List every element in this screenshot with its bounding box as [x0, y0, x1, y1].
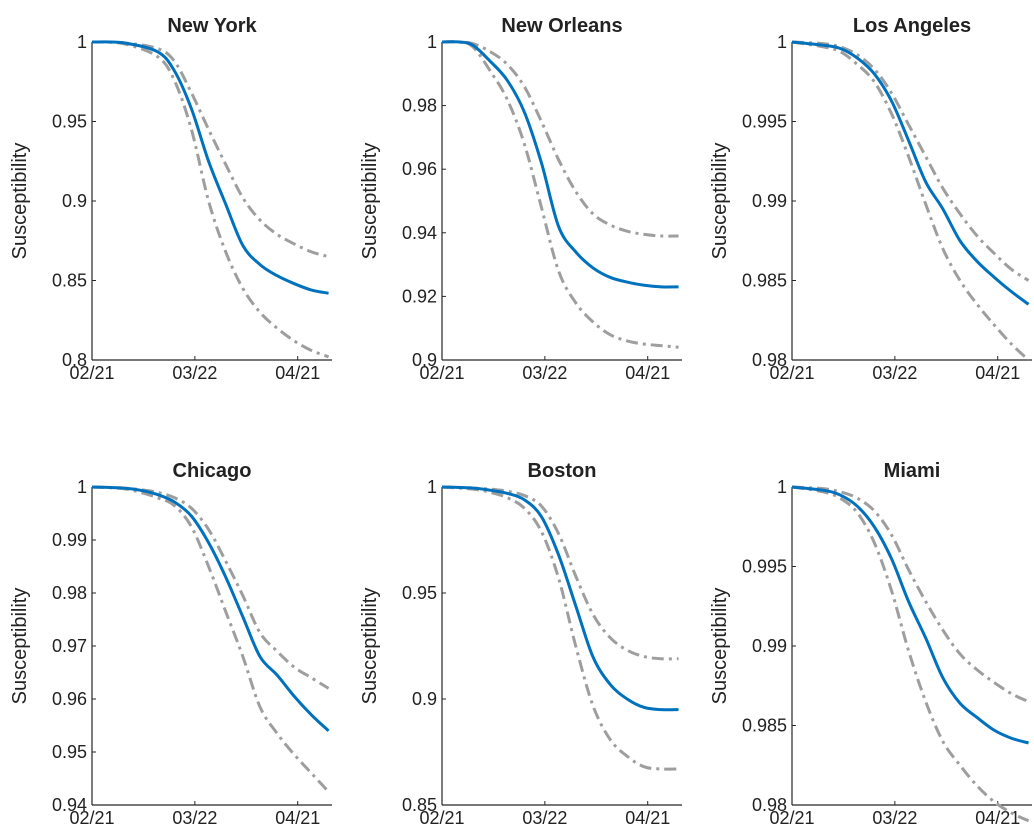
y-tick-label: 0.995 [742, 112, 787, 132]
upper-bound-line [91, 40, 329, 259]
y-tick-label: 0.995 [742, 557, 787, 577]
median-line [91, 485, 330, 732]
y-tick-label: 0.8 [62, 350, 87, 370]
y-tick-label: 0.99 [752, 191, 787, 211]
y-tick-label: 0.85 [402, 795, 437, 815]
panel-title: New Orleans [501, 15, 622, 37]
panel-title: Boston [528, 460, 597, 482]
y-tick-label: 0.95 [402, 583, 437, 603]
x-tick-label: 03/22 [872, 808, 917, 828]
upper-bound-line [791, 485, 1030, 704]
y-tick-label: 0.95 [52, 742, 87, 762]
y-axis-label: Susceptibility [9, 143, 31, 260]
y-axis-label: Susceptibility [709, 143, 731, 260]
y-tick-label: 0.985 [742, 271, 787, 291]
chart-panel: 0.85 0.9 0.95 1 02/21 03/22 04/21 Boston Suscept… [359, 460, 682, 828]
lower-bound-line [441, 40, 679, 349]
chart-panel: 0.94 0.95 0.96 0.97 0.98 0.99 1 02/21 03/22 04/21… [9, 460, 332, 828]
panel-title: Los Angeles [853, 15, 971, 37]
y-tick-label: 0.98 [752, 795, 787, 815]
y-tick-label: 1 [777, 32, 787, 52]
y-axis-label: Susceptibility [359, 588, 381, 705]
x-tick-label: 03/22 [872, 363, 917, 383]
y-tick-label: 0.985 [742, 716, 787, 736]
x-tick-label: 04/21 [275, 363, 320, 383]
y-tick-label: 1 [427, 32, 437, 52]
chart-panel: 0.98 0.985 0.99 0.995 1 02/21 03/22 04/21 Miami S… [709, 460, 1032, 828]
y-tick-label: 0.9 [412, 350, 437, 370]
chart-panel: 0.98 0.985 0.99 0.995 1 02/21 03/22 04/21 Los An… [709, 15, 1032, 383]
panel-title: New York [167, 15, 257, 37]
y-tick-label: 0.99 [52, 530, 87, 550]
x-tick-label: 02/21 [419, 808, 464, 828]
y-tick-label: 0.94 [402, 223, 437, 243]
median-line [791, 485, 1029, 745]
lower-bound-line [791, 40, 1030, 362]
x-tick-label: 04/21 [625, 363, 670, 383]
lower-bound-line [791, 485, 1030, 823]
median-line [441, 485, 679, 712]
y-tick-label: 0.98 [752, 350, 787, 370]
x-tick-label: 03/22 [522, 363, 567, 383]
y-axis-label: Susceptibility [359, 143, 381, 260]
upper-bound-line [441, 40, 679, 238]
y-tick-label: 1 [77, 32, 87, 52]
y-tick-label: 0.96 [52, 689, 87, 709]
y-tick-label: 1 [777, 477, 787, 497]
median-line [441, 40, 679, 289]
x-tick-label: 03/22 [522, 808, 567, 828]
y-tick-label: 0.94 [52, 795, 87, 815]
x-tick-label: 04/21 [975, 363, 1020, 383]
lower-bound-line [91, 40, 330, 359]
x-tick-label: 02/21 [419, 363, 464, 383]
x-tick-label: 04/21 [975, 808, 1020, 828]
y-tick-label: 0.96 [402, 159, 437, 179]
x-tick-label: 02/21 [769, 363, 814, 383]
y-tick-label: 0.97 [52, 636, 87, 656]
chart-panel: 0.9 0.92 0.94 0.96 0.98 1 02/21 03/22 04/21 New O… [359, 15, 682, 383]
panel-title: Miami [884, 460, 941, 482]
upper-bound-line [441, 485, 679, 661]
median-line [91, 40, 329, 295]
x-tick-label: 02/21 [69, 808, 114, 828]
x-tick-label: 03/22 [172, 363, 217, 383]
lower-bound-line [441, 485, 679, 771]
y-tick-label: 0.98 [402, 96, 437, 116]
y-tick-label: 0.95 [52, 112, 87, 132]
panel-title: Chicago [173, 460, 252, 482]
y-tick-label: 1 [427, 477, 437, 497]
x-tick-label: 02/21 [69, 363, 114, 383]
y-tick-label: 1 [77, 477, 87, 497]
median-line [791, 40, 1030, 306]
upper-bound-line [91, 485, 330, 690]
y-tick-label: 0.9 [62, 191, 87, 211]
y-tick-label: 0.92 [402, 286, 437, 306]
lower-bound-line [91, 485, 330, 793]
y-tick-label: 0.85 [52, 271, 87, 291]
y-axis-label: Susceptibility [709, 588, 731, 705]
upper-bound-line [791, 40, 1030, 282]
chart-panel: 0.8 0.85 0.9 0.95 1 02/21 03/22 04/21 New York Su… [9, 15, 332, 383]
x-tick-label: 04/21 [275, 808, 320, 828]
x-tick-label: 04/21 [625, 808, 670, 828]
y-tick-label: 0.99 [752, 636, 787, 656]
y-axis-label: Susceptibility [9, 588, 31, 705]
y-tick-label: 0.9 [412, 689, 437, 709]
y-tick-label: 0.98 [52, 583, 87, 603]
x-tick-label: 02/21 [769, 808, 814, 828]
x-tick-label: 03/22 [172, 808, 217, 828]
